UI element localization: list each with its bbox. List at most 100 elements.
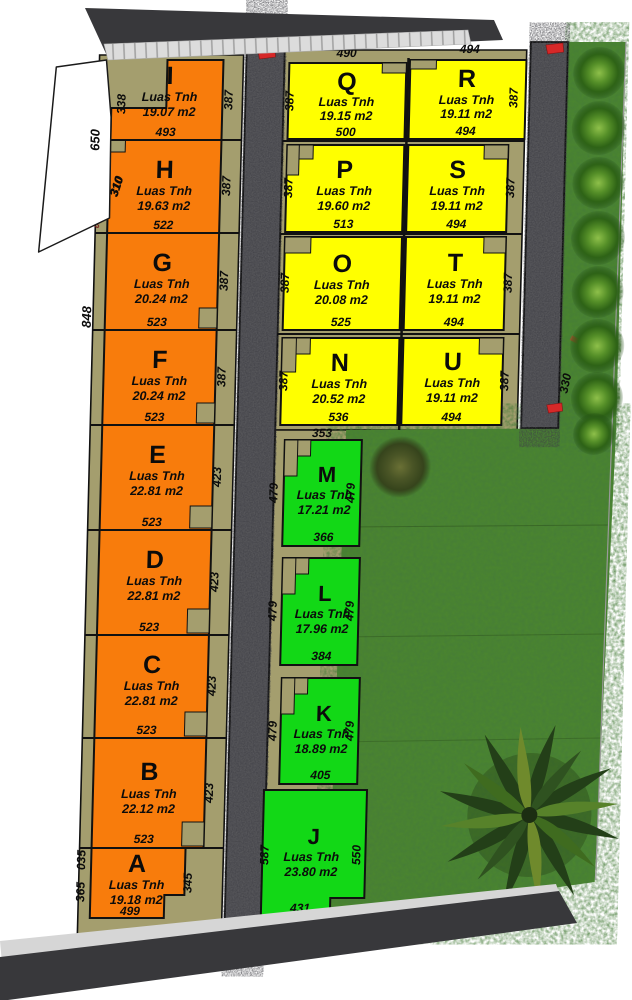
lot-name: F [152, 346, 168, 374]
dim-left-top: 035 [74, 850, 89, 870]
grass-seam [339, 633, 604, 638]
lot-name: I [166, 62, 174, 90]
lot-area-label: Luas Tnh [142, 90, 198, 104]
lot-area-label: Luas Tnh [424, 376, 480, 390]
lot-area-label: Luas Tnh [318, 95, 374, 109]
lot-area-label: Luas Tnh [283, 850, 339, 864]
dim-right: 387 [497, 370, 512, 391]
lot-T[interactable]: T Luas Tnh 19.11 m2 494 387 [402, 236, 516, 331]
lot-name: K [316, 701, 333, 726]
lot-area: 23.80 m2 [283, 865, 337, 879]
lot-P[interactable]: P Luas Tnh 19.60 m2 513 387 [280, 144, 406, 233]
lot-S[interactable]: S Luas Tnh 19.11 m2 494 387 [405, 144, 518, 233]
lot-K[interactable]: K Luas Tnh 18.89 m2 405 479 479 [264, 677, 361, 785]
shrub [572, 157, 625, 209]
lot-D[interactable]: D Luas Tnh 22.81 m2 523 423 [95, 529, 223, 636]
lot-area-label: Luas Tnh [427, 277, 483, 291]
lot-area-label: Luas Tnh [439, 93, 495, 107]
dim-bottom: 523 [147, 315, 168, 329]
dim-right: 387 [214, 366, 229, 387]
lot-area: 22.81 m2 [124, 694, 178, 708]
lot-name: D [145, 546, 164, 574]
dim-bottom: 523 [142, 515, 163, 529]
yellow-block-divider [397, 58, 410, 430]
lot-A[interactable]: A Luas Tnh 19.18 m2 499 345 365 035 [73, 847, 196, 919]
lot-O[interactable]: O Luas Tnh 20.08 m2 525 387 [277, 236, 404, 331]
lot-area: 19.11 m2 [426, 391, 478, 405]
grass-seam [343, 524, 608, 528]
dim-top: 494 [459, 42, 481, 56]
lot-G[interactable]: G Luas Tnh 20.24 m2 523 387 [103, 232, 232, 331]
dim-bottom: 494 [443, 315, 465, 329]
lot-name: R [458, 65, 477, 93]
palm-tree [438, 724, 620, 906]
dim-right: 423 [207, 572, 222, 593]
lot-B[interactable]: B Luas Tnh 22.12 m2 523 423 [90, 737, 218, 849]
dim-left: 338 [114, 94, 129, 114]
lot-area: 19.11 m2 [440, 107, 492, 121]
lot-name: Q [337, 68, 357, 96]
lot-M[interactable]: M Luas Tnh 17.21 m2 366 479 479 353 [265, 426, 363, 547]
lot-I[interactable]: I Luas Tnh 19.07 m2 493 387 338 330 163 [109, 42, 238, 141]
lot-Q[interactable]: Q Luas Tnh 19.15 m2 500 387 490 [281, 46, 408, 140]
lot-L[interactable]: L Luas Tnh 17.96 m2 384 479 479 [264, 557, 361, 666]
lot-name: S [449, 156, 466, 184]
lot-R[interactable]: R Luas Tnh 19.11 m2 494 387 494 [407, 42, 528, 140]
lot-boundary-lines-west [79, 139, 242, 849]
lot-area: 17.21 m2 [298, 503, 351, 517]
lot-area: 19.11 m2 [428, 292, 480, 306]
dim-bottom: 384 [311, 649, 332, 663]
shrub [570, 372, 623, 424]
lot-area: 18.89 m2 [294, 742, 347, 756]
street-north-curb [103, 29, 472, 61]
dim-right: 423 [202, 783, 217, 804]
dim-bottom: 522 [153, 218, 174, 232]
lot-area-label: Luas Tnh [311, 377, 367, 391]
dim-bottom: 523 [136, 723, 157, 737]
dim-right: 479 [342, 721, 357, 742]
lot-name: G [152, 249, 172, 277]
dim-bottom: 499 [119, 904, 141, 918]
lot-area: 20.24 m2 [131, 389, 185, 403]
dim-right: 387 [506, 87, 521, 108]
lot-name: P [336, 156, 353, 184]
outer-dim-330: 330 [557, 372, 575, 394]
dim-left: 387 [276, 370, 291, 391]
dim-right: 387 [217, 270, 232, 291]
dim-bottom: 523 [134, 832, 155, 846]
lot-area-label: Luas Tnh [109, 878, 165, 892]
lot-area-label: Luas Tnh [124, 679, 180, 693]
dim-bottom: 536 [328, 410, 349, 424]
lot-C[interactable]: C Luas Tnh 22.81 m2 523 423 [93, 634, 220, 739]
dim-right: 345 [180, 873, 195, 893]
lot-area-label: Luas Tnh [316, 184, 372, 198]
lot-area: 19.15 m2 [319, 109, 372, 123]
street-north [85, 8, 503, 61]
shrub [570, 211, 625, 265]
lot-name: N [330, 349, 349, 377]
street-south-asphalt [0, 891, 577, 1000]
dim-bottom: 494 [445, 217, 467, 231]
lot-area: 19.07 m2 [143, 105, 196, 119]
lot-U[interactable]: U Luas Tnh 19.11 m2 494 387 [400, 337, 512, 426]
dim-right: 387 [501, 272, 516, 293]
boundary-marker [545, 42, 565, 55]
lot-name: B [140, 758, 159, 786]
gravel-road-east [520, 41, 569, 429]
grass-seam [336, 737, 601, 743]
lot-N[interactable]: N Luas Tnh 20.52 m2 536 387 [275, 337, 401, 426]
lot-name: H [155, 156, 174, 184]
field-bush [369, 436, 432, 498]
lot-area-label: Luas Tnh [129, 469, 185, 483]
lot-name: M [318, 462, 337, 487]
dim-top: 353 [312, 426, 333, 440]
dim-bottom: 500 [335, 125, 356, 139]
lot-F[interactable]: F Luas Tnh 20.24 m2 523 387 [101, 329, 229, 426]
dim-right: 387 [219, 175, 234, 196]
dim-right: 387 [503, 177, 518, 198]
lot-E[interactable]: E Luas Tnh 22.81 m2 523 423 [98, 424, 226, 531]
unplotted-parcel [37, 59, 112, 253]
dim-bottom: 366 [313, 530, 334, 544]
lot-area-label: Luas Tnh [136, 184, 192, 198]
